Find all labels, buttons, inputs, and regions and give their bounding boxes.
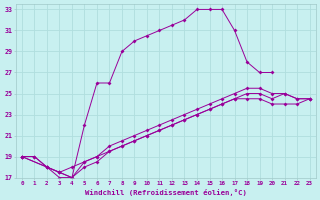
X-axis label: Windchill (Refroidissement éolien,°C): Windchill (Refroidissement éolien,°C)	[85, 189, 247, 196]
